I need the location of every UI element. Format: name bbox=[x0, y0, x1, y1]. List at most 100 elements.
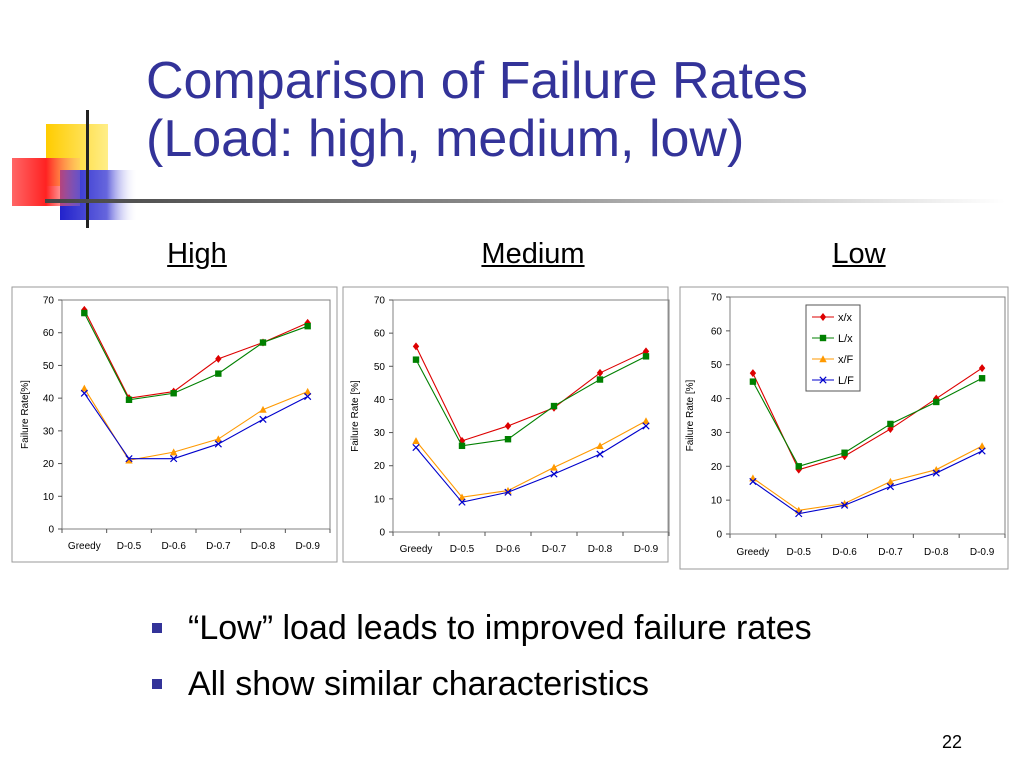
chart-frame bbox=[11, 286, 338, 563]
y-tick-label: 60 bbox=[374, 329, 386, 340]
data-point-square bbox=[215, 370, 222, 377]
data-point-diamond bbox=[819, 313, 827, 321]
y-tick-label: 30 bbox=[711, 428, 723, 439]
data-point-diamond bbox=[596, 368, 604, 377]
x-tick-label: D-0.6 bbox=[832, 547, 857, 558]
data-point-x bbox=[550, 470, 558, 478]
y-axis-label: Failure Rate[%] bbox=[20, 380, 31, 449]
x-tick-label: D-0.8 bbox=[588, 544, 613, 555]
data-point-square bbox=[550, 402, 558, 410]
y-tick-label: 20 bbox=[374, 461, 386, 472]
y-tick-label: 40 bbox=[711, 394, 723, 405]
x-tick-label: Greedy bbox=[737, 547, 770, 558]
data-point-triangle bbox=[412, 437, 420, 445]
data-point-diamond bbox=[504, 421, 512, 430]
title-line-1: Comparison of Failure Rates bbox=[146, 52, 808, 110]
y-tick-label: 50 bbox=[711, 360, 723, 371]
x-tick-label: D-0.7 bbox=[542, 544, 567, 555]
data-point-x bbox=[886, 482, 895, 491]
data-point-square bbox=[978, 375, 986, 382]
data-point-x bbox=[304, 392, 312, 401]
x-tick-label: D-0.7 bbox=[878, 547, 903, 558]
y-tick-label: 60 bbox=[711, 326, 723, 337]
y-tick-label: 30 bbox=[374, 428, 386, 439]
y-tick-label: 20 bbox=[711, 462, 723, 473]
x-tick-label: D-0.6 bbox=[161, 541, 186, 552]
x-tick-label: D-0.9 bbox=[970, 547, 995, 558]
data-point-x bbox=[932, 469, 940, 477]
series-L-x bbox=[81, 309, 311, 403]
series-line bbox=[415, 425, 647, 503]
x-tick-label: D-0.5 bbox=[787, 547, 812, 558]
data-point-triangle bbox=[303, 387, 312, 395]
series-line bbox=[752, 377, 983, 467]
data-point-diamond bbox=[412, 342, 420, 351]
bullet-item: “Low” load leads to improved failure rat… bbox=[152, 600, 812, 656]
series-line bbox=[752, 367, 983, 471]
y-tick-label: 50 bbox=[43, 361, 55, 372]
legend-box bbox=[805, 304, 861, 392]
data-point-diamond bbox=[978, 364, 986, 373]
series-line bbox=[415, 355, 647, 447]
data-point-square bbox=[504, 436, 512, 443]
slide-title: Comparison of Failure Rates (Load: high,… bbox=[146, 52, 1006, 168]
data-point-square bbox=[642, 353, 650, 360]
series-L-F bbox=[412, 422, 650, 506]
data-point-x bbox=[458, 498, 466, 506]
bullet-square-icon bbox=[152, 623, 162, 633]
data-point-square bbox=[749, 378, 757, 385]
legend-entry: L/x bbox=[812, 333, 853, 345]
data-point-x bbox=[412, 443, 420, 452]
bullet-list: “Low” load leads to improved failure rat… bbox=[152, 600, 812, 712]
data-point-square bbox=[259, 339, 267, 346]
data-point-triangle bbox=[125, 456, 133, 464]
chart-label-high: High bbox=[167, 238, 227, 270]
bullet-square-icon bbox=[152, 679, 162, 689]
chart-frame bbox=[342, 286, 669, 563]
series-L-x bbox=[749, 375, 986, 470]
data-point-square bbox=[304, 322, 311, 330]
bullet-item: All show similar characteristics bbox=[152, 656, 812, 712]
data-point-square bbox=[458, 442, 466, 450]
data-point-x bbox=[504, 488, 512, 496]
data-point-triangle bbox=[458, 493, 466, 501]
chart-label-low: Low bbox=[832, 238, 886, 270]
series-line bbox=[752, 445, 983, 511]
series-line bbox=[415, 346, 647, 442]
data-point-square bbox=[81, 309, 88, 317]
y-tick-label: 40 bbox=[43, 394, 55, 405]
data-point-square bbox=[819, 334, 827, 342]
data-point-x bbox=[819, 376, 827, 384]
x-tick-label: D-0.6 bbox=[496, 544, 521, 555]
x-tick-label: D-0.5 bbox=[450, 544, 475, 555]
data-point-triangle bbox=[259, 405, 267, 413]
title-divider bbox=[45, 199, 1005, 203]
data-point-triangle bbox=[596, 442, 604, 450]
data-point-x bbox=[125, 455, 133, 463]
x-tick-label: Greedy bbox=[68, 541, 101, 552]
y-tick-label: 70 bbox=[374, 296, 386, 307]
x-tick-label: D-0.8 bbox=[924, 547, 949, 558]
series-line bbox=[752, 450, 983, 515]
y-axis-label: Failure Rate [%] bbox=[685, 379, 696, 451]
y-tick-label: 50 bbox=[374, 362, 386, 373]
y-tick-label: 10 bbox=[711, 496, 723, 507]
data-point-triangle bbox=[819, 355, 827, 363]
title-line-2: (Load: high, medium, low) bbox=[146, 110, 745, 168]
bullet-text: All show similar characteristics bbox=[188, 664, 649, 703]
y-tick-label: 0 bbox=[716, 530, 722, 541]
x-tick-label: D-0.9 bbox=[295, 541, 320, 552]
data-point-square bbox=[125, 396, 133, 403]
y-tick-label: 30 bbox=[43, 426, 55, 437]
data-point-triangle bbox=[169, 448, 178, 456]
legend-entry: x/x bbox=[812, 312, 853, 324]
series-L-x bbox=[412, 353, 650, 450]
data-point-x bbox=[80, 389, 88, 397]
data-point-x bbox=[642, 422, 650, 430]
series-line bbox=[83, 312, 308, 401]
y-tick-label: 20 bbox=[43, 459, 55, 470]
data-point-diamond bbox=[749, 369, 757, 378]
data-point-x bbox=[170, 455, 178, 463]
